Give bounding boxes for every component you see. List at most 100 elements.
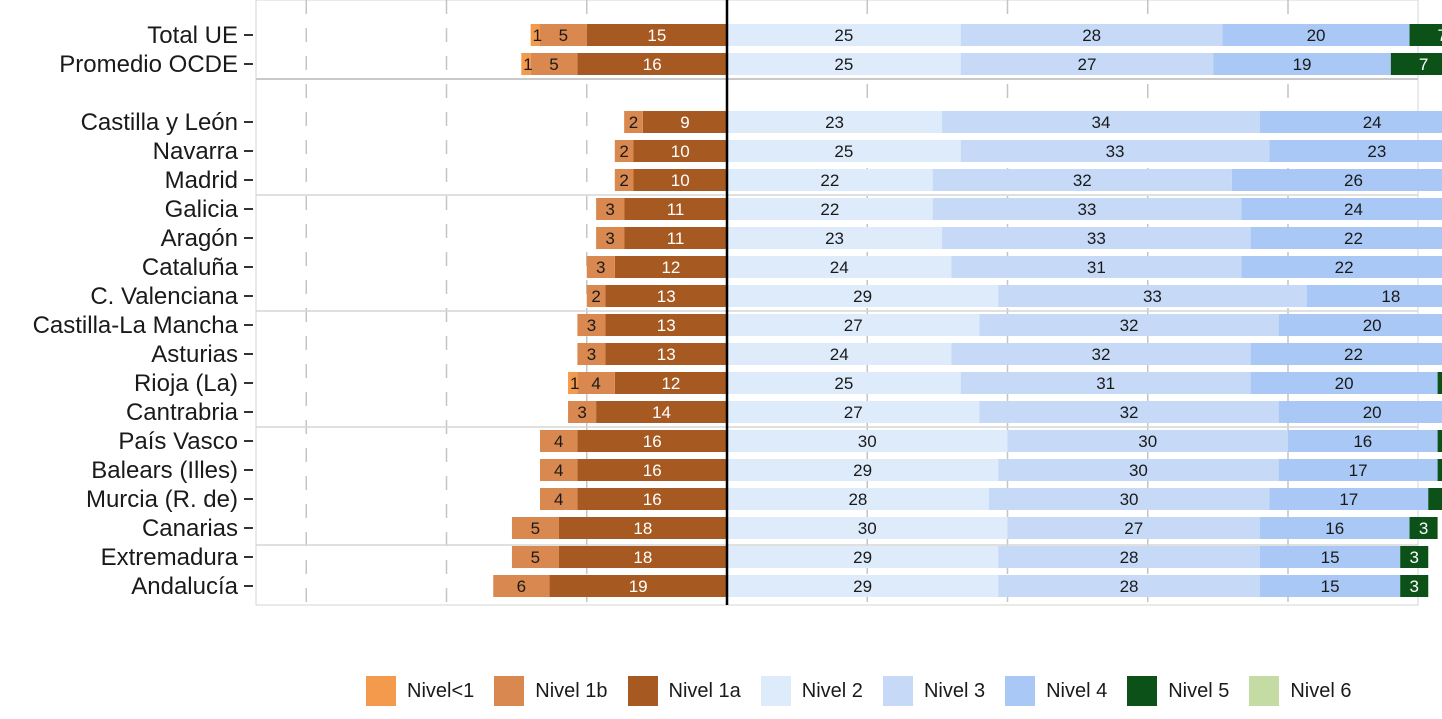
value-label: 33 — [1106, 142, 1125, 161]
value-label: 2 — [619, 142, 628, 161]
legend-item-nivel-1b: Nivel 1b — [494, 676, 608, 706]
row-label: Total UE — [147, 22, 238, 49]
bar-segment — [1213, 53, 1391, 75]
value-label: 3 — [587, 345, 596, 364]
bar-segment — [727, 169, 933, 191]
bar-segment — [586, 285, 606, 307]
value-label: 7 — [1419, 55, 1428, 74]
bar-segment — [727, 314, 980, 336]
value-label: 30 — [1120, 490, 1139, 509]
bar-segment — [540, 488, 578, 510]
bar-segment — [727, 256, 952, 278]
value-label: 29 — [853, 577, 872, 596]
bar-segment — [614, 372, 727, 394]
value-label: 32 — [1073, 171, 1092, 190]
legend-label: Nivel 1b — [535, 679, 608, 702]
value-label: 3 — [605, 229, 614, 248]
value-label: 18 — [633, 548, 652, 567]
chart-row: Asturias1332432225 — [151, 341, 1442, 368]
value-label: 30 — [1138, 432, 1157, 451]
value-label: 31 — [1096, 374, 1115, 393]
value-label: 3 — [1409, 577, 1418, 596]
bar-segment — [511, 517, 559, 539]
legend-label: Nivel 3 — [923, 679, 986, 702]
value-label: 28 — [1120, 548, 1139, 567]
bar-segment — [1428, 488, 1442, 510]
bar-segment — [951, 343, 1251, 365]
row-label: Cataluña — [142, 254, 239, 281]
bar-segment — [1250, 372, 1438, 394]
value-label: 16 — [643, 490, 662, 509]
bar-segment — [568, 401, 597, 423]
bar-segment — [727, 575, 999, 597]
value-label: 28 — [1082, 26, 1101, 45]
value-label: 33 — [1087, 229, 1106, 248]
row-label: País Vasco — [118, 428, 238, 455]
value-label: 4 — [591, 374, 600, 393]
chart-row: Navarra10225332361 — [153, 138, 1442, 165]
value-label: 30 — [858, 432, 877, 451]
chart-row: Extremadura 18 5 29 28 15 3 — [101, 544, 1429, 571]
bar-segment — [727, 285, 999, 307]
value-label: 12 — [661, 374, 680, 393]
value-label: 11 — [667, 229, 685, 248]
bar-segment — [1269, 488, 1429, 510]
value-label: 25 — [834, 26, 853, 45]
bar-segment — [942, 227, 1251, 249]
bar-segment — [727, 111, 943, 133]
value-label: 3 — [587, 316, 596, 335]
value-label: 14 — [652, 403, 671, 422]
bar-segment — [1007, 430, 1288, 452]
bar-segment — [979, 401, 1279, 423]
bar-segment — [558, 546, 727, 568]
bar-segment — [1250, 343, 1442, 365]
bar-segment — [577, 53, 727, 75]
bar-segment — [960, 24, 1223, 46]
bar-segment — [998, 546, 1260, 568]
bar-segment — [577, 343, 606, 365]
bar-segment — [727, 198, 933, 220]
value-label: 15 — [647, 26, 666, 45]
value-label: 30 — [858, 519, 877, 538]
value-label: 22 — [820, 200, 839, 219]
bar-segment — [1437, 459, 1442, 481]
value-label: 18 — [1381, 287, 1400, 306]
value-label: 2 — [619, 171, 628, 190]
value-label: 32 — [1120, 316, 1139, 335]
value-label: 5 — [531, 548, 540, 567]
chart-row: Total UE155125282071 — [147, 22, 1442, 49]
value-label: 30 — [1129, 461, 1148, 480]
chart-legend: Nivel<1 Nivel 1b Nivel 1a Nivel 2 Nivel … — [366, 674, 1372, 708]
bar-segment — [1278, 459, 1438, 481]
value-label: 23 — [825, 229, 844, 248]
value-label: 22 — [1335, 258, 1354, 277]
value-label: 27 — [844, 403, 863, 422]
bar-segment — [586, 24, 727, 46]
value-label: 3 — [596, 258, 605, 277]
row-label: Canarias — [142, 515, 238, 542]
legend-label: Nivel 5 — [1168, 679, 1230, 702]
value-label: 32 — [1092, 345, 1111, 364]
bar-segment — [942, 111, 1260, 133]
value-label: 24 — [1363, 113, 1382, 132]
bar-segment — [998, 575, 1260, 597]
bar-segment — [1437, 430, 1442, 452]
chart-row: Rioja (La)124125312051 — [134, 370, 1442, 397]
value-label: 28 — [848, 490, 867, 509]
value-label: 22 — [1344, 345, 1363, 364]
bar-segment — [727, 24, 961, 46]
chart-row: Balears (Illes)1642930174 — [91, 457, 1442, 484]
bar-segment — [932, 169, 1232, 191]
chart-row: Aragón1132333226 — [161, 225, 1442, 252]
value-label: 3 — [1409, 548, 1418, 567]
value-label: 31 — [1087, 258, 1106, 277]
bar-segment — [1259, 111, 1442, 133]
row-label: Aragón — [161, 225, 238, 252]
value-label: 13 — [657, 345, 676, 364]
row-label: Madrid — [165, 167, 238, 194]
bar-segment — [1231, 169, 1442, 191]
value-label: 22 — [1344, 229, 1363, 248]
value-label: 25 — [834, 55, 853, 74]
value-label: 17 — [1349, 461, 1368, 480]
value-label: 28 — [1120, 577, 1139, 596]
